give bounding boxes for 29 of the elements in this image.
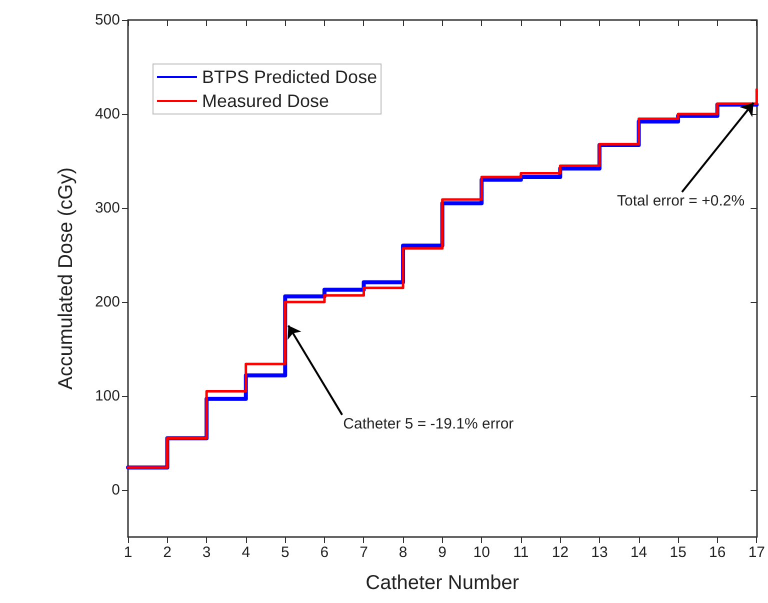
annotation: Total error = +0.2% [616, 192, 745, 210]
x-tick-label: 12 [552, 544, 569, 561]
y-tick-label: 0 [112, 482, 120, 498]
x-tick-label: 8 [398, 544, 408, 561]
x-tick-label: 7 [360, 544, 368, 561]
x-tick-label: 2 [163, 544, 172, 561]
y-tick-label: 200 [94, 294, 120, 310]
y-tick-label: 100 [94, 388, 120, 404]
x-tick-label: 4 [242, 544, 250, 561]
x-tick-label: 6 [320, 544, 329, 561]
x-tick-label: 15 [670, 544, 686, 561]
y-tick-label: 400 [94, 106, 120, 122]
x-axis-title: Catheter Number [366, 572, 520, 594]
x-tick-label: 5 [280, 544, 290, 561]
x-tick-label: 14 [630, 544, 648, 561]
legend-label: Measured Dose [202, 91, 330, 111]
legend-label: BTPS Predicted Dose [202, 67, 378, 87]
y-tick-label: 500 [94, 12, 120, 28]
x-tick-label: 1 [124, 544, 132, 561]
y-axis-title: Accumulated Dose (cGy) [55, 167, 77, 390]
x-tick-label: 10 [473, 544, 490, 561]
x-tick-label: 17 [748, 544, 765, 561]
annotation: Catheter 5 = -19.1% error [343, 416, 514, 433]
x-tick-label: 11 [513, 544, 529, 561]
x-tick-label: 3 [202, 544, 211, 561]
x-tick-label: 16 [709, 544, 726, 561]
y-tick-label: 300 [94, 200, 120, 216]
x-tick-label: 13 [591, 544, 608, 561]
x-tick-label: 9 [438, 544, 446, 561]
